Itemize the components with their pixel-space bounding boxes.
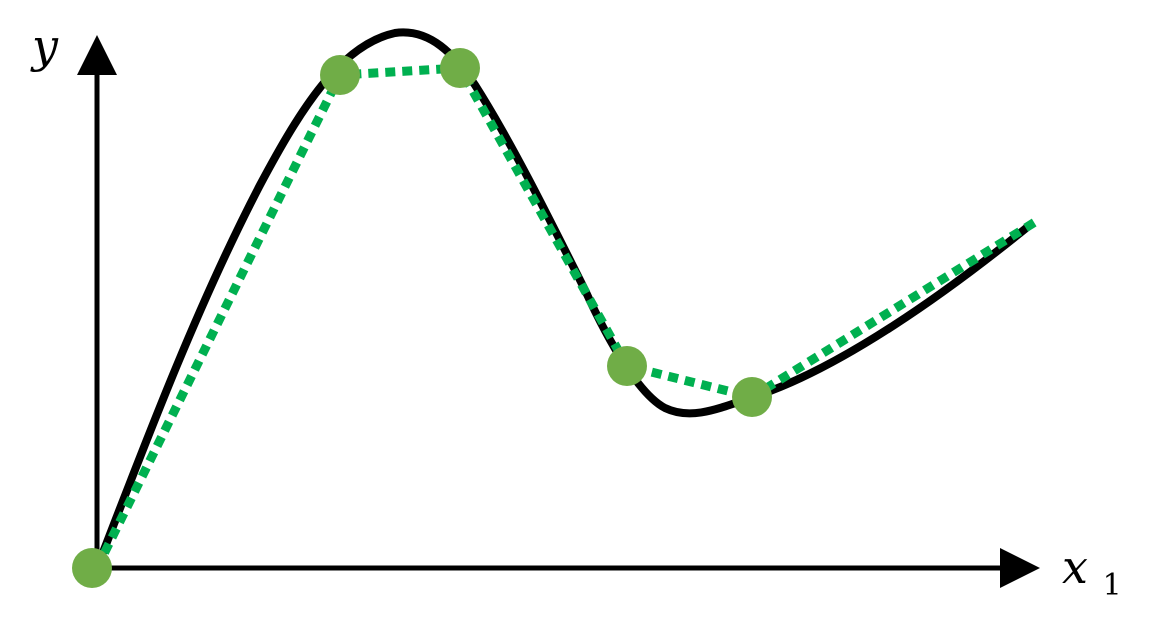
true-function-curve xyxy=(93,28,1034,572)
sample-point xyxy=(607,346,647,386)
y-axis-label: y xyxy=(30,19,59,73)
x-axis-label-main: x xyxy=(1062,540,1088,594)
sample-point xyxy=(72,548,112,588)
sample-point xyxy=(440,48,480,88)
x-axis-label: x 1 xyxy=(1062,540,1122,603)
x-axis-label-subscript: 1 xyxy=(1103,568,1122,603)
sample-point xyxy=(320,55,360,95)
linear-interpolation-line xyxy=(92,63,1038,570)
sample-point xyxy=(732,377,772,417)
